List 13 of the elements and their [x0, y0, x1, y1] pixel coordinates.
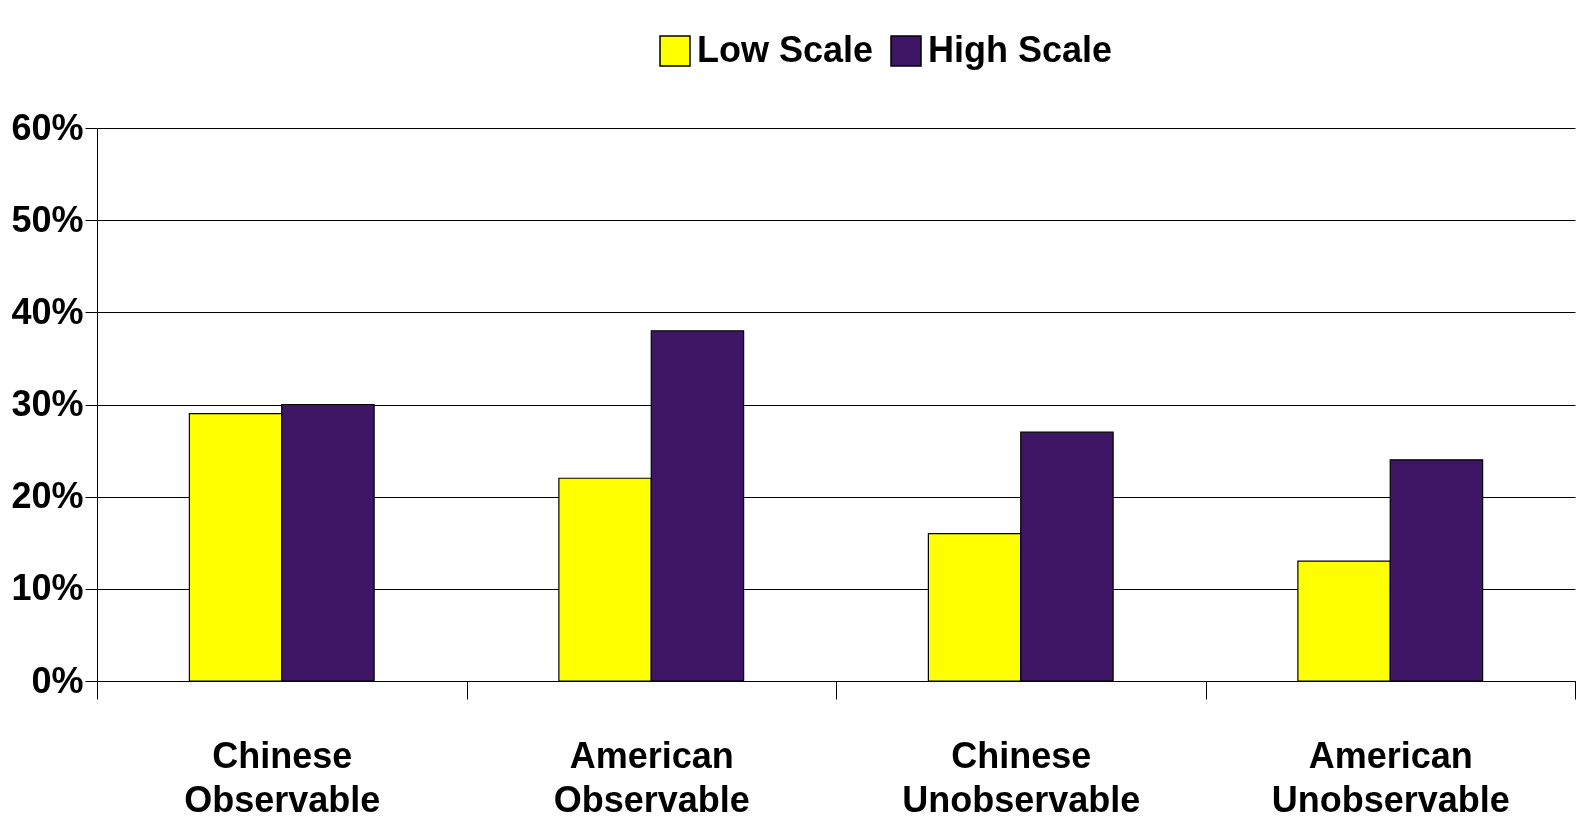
- x-tick-label: Chinese Unobservable: [902, 734, 1141, 818]
- x-tick-label: Chinese Observable: [184, 734, 381, 818]
- y-tick-label: 0%: [31, 659, 84, 701]
- y-tick-label: 30%: [11, 383, 84, 424]
- x-tick-label: American Observable: [553, 734, 750, 818]
- legend-label: Low Scale: [697, 29, 874, 70]
- x-tick-label: American Unobservable: [1271, 734, 1510, 818]
- y-tick-label: 10%: [11, 567, 84, 609]
- legend-label: High Scale: [928, 29, 1113, 70]
- y-tick-label: 40%: [11, 290, 84, 332]
- y-tick-label: 20%: [11, 475, 84, 517]
- y-tick-label: 50%: [11, 198, 84, 240]
- y-tick-label: 60%: [11, 106, 84, 148]
